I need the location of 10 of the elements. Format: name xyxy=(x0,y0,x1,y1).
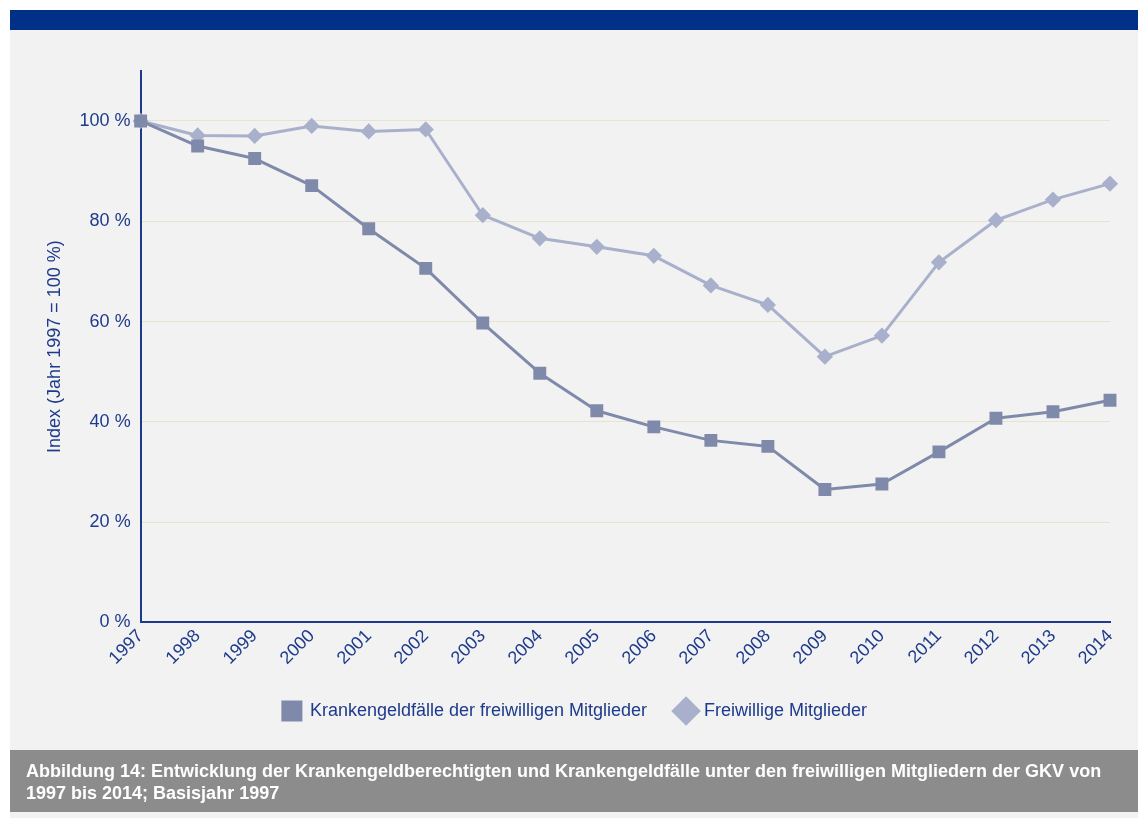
y-tick-label: 100 % xyxy=(79,109,131,130)
y-tick-label: 80 % xyxy=(89,210,131,231)
text: Abbildung 14: Entwicklung der Krankengeldberechtigten und Krankengeldfälle unter den freiwilligen Mitgliedern der GKV von 1997 bis 2014; Basisjahr 1997 xyxy=(26,760,1103,804)
legend-label: Krankengeldfälle der freiwilligen Mitglieder xyxy=(309,699,648,720)
y-tick-label: 60 % xyxy=(89,310,131,331)
y-tick-label: 20 % xyxy=(89,511,131,532)
y-axis-title: Index (Jahr 1997 = 100 %) xyxy=(43,240,64,453)
legend-label: Freiwillige Mitglieder xyxy=(704,699,868,720)
y-tick-label: 40 % xyxy=(89,410,131,431)
y-tick-label: 0 % xyxy=(99,611,131,632)
